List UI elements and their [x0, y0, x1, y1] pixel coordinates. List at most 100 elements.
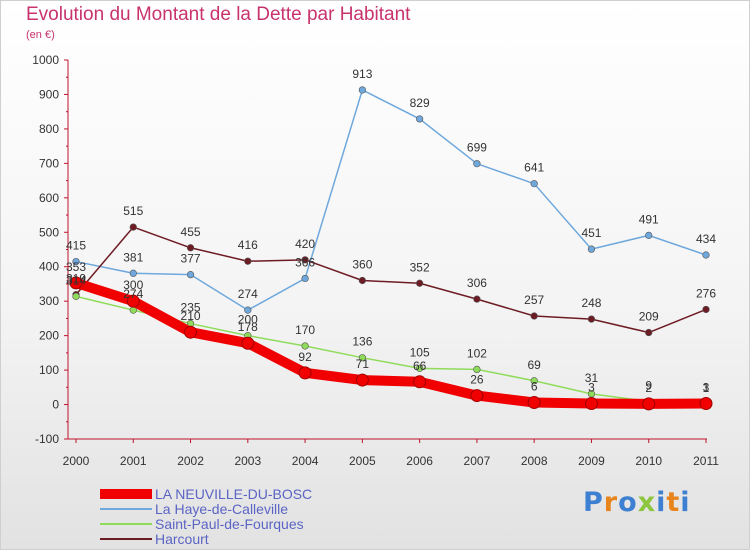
data-label-saint-paul-de-fourques: 9 [645, 378, 652, 392]
data-label-la-haye-de-calleville: 641 [524, 161, 544, 175]
point-harcourt [473, 295, 481, 303]
x-tick-label: 2000 [63, 454, 90, 468]
point-la-neuville-du-bosc [184, 325, 198, 339]
point-saint-paul-de-fourques [416, 364, 424, 372]
data-label-la-haye-de-calleville: 415 [66, 239, 86, 253]
data-label-la-haye-de-calleville: 913 [352, 67, 372, 81]
point-la-haye-de-calleville [587, 245, 596, 253]
point-saint-paul-de-fourques [358, 354, 366, 362]
point-saint-paul-de-fourques [530, 377, 538, 385]
legend-swatch [100, 489, 152, 499]
data-label-la-haye-de-calleville: 366 [295, 255, 315, 269]
point-la-haye-de-calleville [530, 180, 538, 188]
x-tick-label: 2007 [464, 454, 491, 468]
y-tick-label: 400 [39, 260, 59, 274]
data-label-la-neuville-du-bosc: 300 [123, 278, 143, 292]
x-tick-label: 2010 [635, 454, 662, 468]
point-la-neuville-du-bosc [470, 389, 484, 403]
series-line-la-neuville-du-bosc [71, 277, 711, 409]
data-label-la-haye-de-calleville: 829 [410, 96, 430, 110]
point-la-haye-de-calleville [186, 271, 195, 279]
y-tick-label: 200 [39, 329, 59, 343]
x-tick-label: 2001 [120, 454, 147, 468]
logo-letter: x [637, 487, 657, 518]
data-label-la-neuville-du-bosc: 178 [238, 320, 258, 334]
point-harcourt [416, 279, 424, 287]
logo-letter: i [656, 487, 667, 518]
data-label-la-neuville-du-bosc: 26 [470, 373, 484, 387]
point-la-haye-de-calleville [358, 86, 366, 94]
legend-label: La Haye-de-Calleville [155, 501, 289, 517]
data-label-saint-paul-de-fourques: 136 [352, 335, 372, 349]
logo-letter: t [666, 487, 681, 518]
data-label-harcourt: 319 [66, 272, 86, 286]
point-la-neuville-du-bosc [584, 397, 598, 411]
data-label-saint-paul-de-fourques: 69 [528, 358, 542, 372]
point-harcourt [186, 244, 195, 252]
data-label-harcourt: 360 [352, 258, 372, 272]
point-la-haye-de-calleville [702, 251, 710, 259]
data-label-harcourt: 455 [181, 225, 201, 239]
point-la-neuville-du-bosc [298, 366, 312, 380]
data-label-saint-paul-de-fourques: 102 [467, 346, 487, 360]
y-tick-label: 700 [39, 156, 59, 170]
x-tick-label: 2008 [521, 454, 548, 468]
series-line-harcourt [75, 226, 707, 334]
point-la-neuville-du-bosc [413, 375, 427, 389]
point-harcourt [702, 305, 710, 314]
y-tick-label: 100 [39, 363, 59, 377]
data-label-la-neuville-du-bosc: 2 [645, 381, 652, 395]
data-label-la-haye-de-calleville: 699 [467, 141, 487, 155]
x-tick-label: 2006 [406, 454, 433, 468]
x-tick-label: 2004 [292, 454, 319, 468]
data-label-la-haye-de-calleville: 451 [581, 226, 601, 240]
point-la-haye-de-calleville [244, 306, 252, 314]
point-harcourt [530, 312, 538, 320]
point-harcourt [358, 276, 366, 285]
y-tick-label: 900 [39, 87, 59, 101]
y-tick-label: 0 [52, 398, 59, 412]
x-tick-label: 2003 [234, 454, 261, 468]
point-harcourt [587, 315, 596, 323]
proxiti-logo: Proxiti [583, 487, 691, 518]
point-harcourt [301, 256, 309, 264]
data-label-harcourt: 248 [581, 296, 601, 310]
logo-letter: o [618, 487, 638, 518]
logo-letter: r [603, 487, 619, 518]
x-tick-label: 2011 [693, 454, 719, 468]
y-tick-label: 300 [39, 294, 59, 308]
chart-axes: -100 0 100 200 300 400 500 600 700 800 900 1000 2000… [32, 53, 719, 468]
point-saint-paul-de-fourques [72, 292, 80, 300]
data-label-harcourt: 420 [295, 237, 315, 251]
point-saint-paul-de-fourques [473, 365, 481, 374]
x-tick-label: 2009 [578, 454, 605, 468]
legend-label: Saint-Paul-de-Fourques [155, 516, 304, 532]
point-saint-paul-de-fourques [301, 342, 309, 350]
y-tick-label: 800 [39, 122, 59, 136]
point-la-haye-de-calleville [72, 257, 80, 266]
data-label-la-neuville-du-bosc: 6 [531, 379, 538, 393]
data-label-la-neuville-du-bosc: 92 [298, 350, 312, 364]
data-label-la-neuville-du-bosc: 66 [413, 359, 427, 373]
point-la-neuville-du-bosc [355, 373, 369, 387]
data-label-harcourt: 209 [639, 310, 659, 324]
data-label-la-neuville-du-bosc: 210 [181, 309, 201, 323]
data-label-la-neuville-du-bosc: 353 [66, 260, 86, 274]
data-label-harcourt: 306 [467, 276, 487, 290]
y-tick-label: 1000 [32, 53, 59, 67]
data-label-harcourt: 416 [238, 238, 258, 252]
logo-letter: i [680, 487, 691, 518]
data-label-saint-paul-de-fourques: 274 [123, 287, 143, 301]
data-label-la-neuville-du-bosc: 3 [588, 381, 595, 395]
legend-swatch [100, 523, 152, 525]
data-label-la-neuville-du-bosc: 71 [356, 357, 370, 371]
x-tick-label: 2002 [177, 454, 204, 468]
data-label-harcourt: 257 [524, 293, 544, 307]
legend-swatch [100, 538, 152, 540]
y-tick-label: -100 [35, 432, 59, 446]
data-label-la-haye-de-calleville: 377 [181, 252, 201, 266]
point-harcourt [244, 257, 252, 265]
